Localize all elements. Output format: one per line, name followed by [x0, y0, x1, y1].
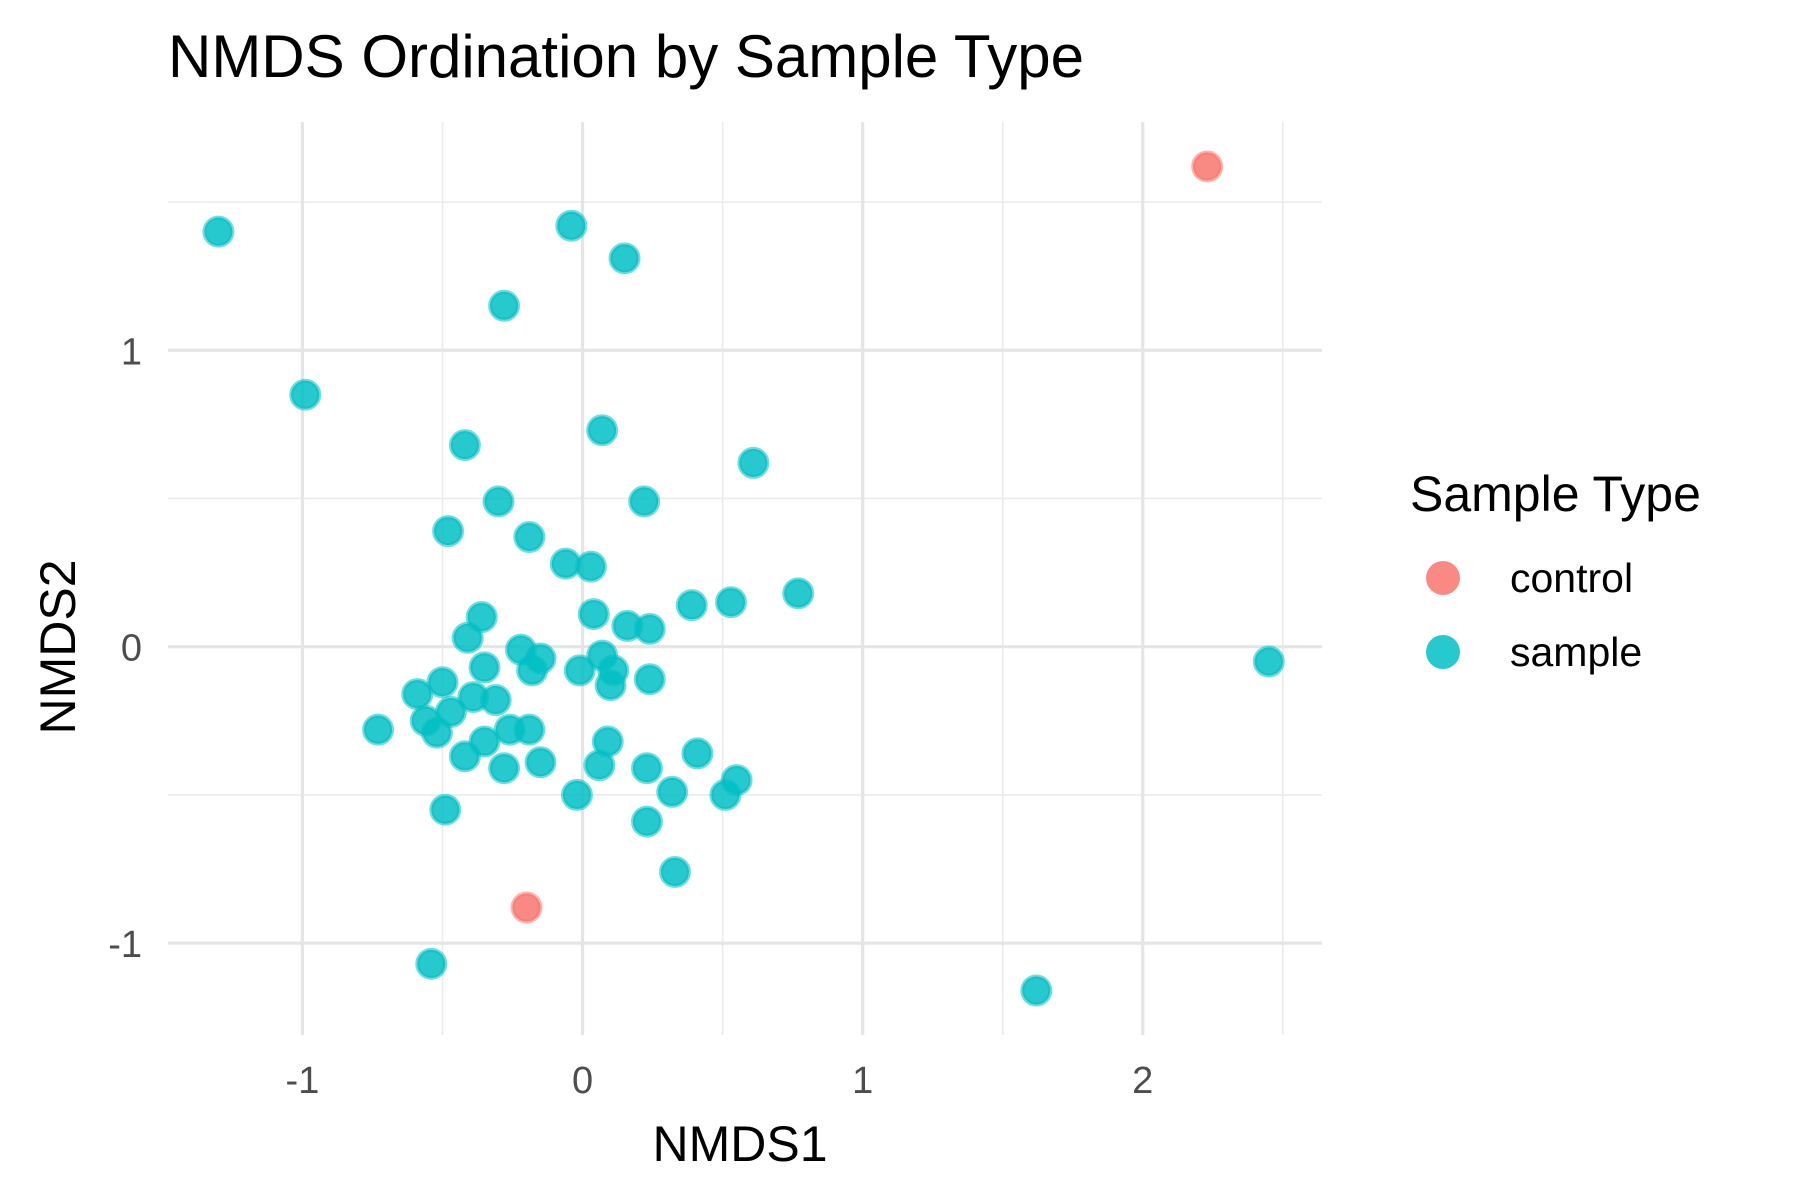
- data-point-sample: [202, 215, 235, 248]
- data-point-sample: [633, 612, 666, 645]
- x-tick-label: 1: [852, 1060, 873, 1102]
- grid-lines: [168, 122, 1322, 1035]
- data-point-sample: [709, 778, 742, 811]
- data-point-sample: [524, 746, 557, 779]
- x-tick-label: 2: [1132, 1060, 1153, 1102]
- legend-item-control: control: [1410, 541, 1701, 615]
- x-tick-label: -1: [286, 1060, 320, 1102]
- data-point-sample: [488, 289, 521, 322]
- data-point-sample: [555, 209, 588, 242]
- data-point-sample: [630, 752, 663, 785]
- data-point-sample: [420, 716, 453, 749]
- y-tick-label: -1: [108, 924, 142, 966]
- data-point-sample: [1020, 974, 1053, 1007]
- legend-key-sample: [1426, 635, 1460, 669]
- data-point-sample: [737, 446, 770, 479]
- legend-label-sample: sample: [1510, 628, 1643, 675]
- data-point-sample: [451, 621, 484, 654]
- data-point-sample: [488, 752, 521, 785]
- x-tick-label: 0: [572, 1060, 593, 1102]
- data-point-sample: [415, 947, 448, 980]
- data-point-sample: [563, 654, 596, 687]
- data-point-sample: [633, 663, 666, 696]
- data-point-sample: [513, 713, 546, 746]
- data-points: [202, 150, 1285, 1007]
- data-point-sample: [577, 598, 610, 631]
- data-point-control: [510, 891, 543, 924]
- data-point-sample: [782, 577, 815, 610]
- legend-label-control: control: [1510, 554, 1634, 601]
- data-point-sample: [681, 737, 714, 770]
- data-point-sample: [432, 515, 465, 548]
- data-point-sample: [586, 414, 619, 447]
- data-point-sample: [289, 378, 322, 411]
- data-point-sample: [479, 684, 512, 717]
- y-axis-label: NMDS2: [30, 559, 86, 735]
- data-point-sample: [429, 793, 462, 826]
- legend-item-sample: sample: [1410, 615, 1701, 689]
- data-point-sample: [628, 485, 661, 518]
- data-point-sample: [658, 855, 691, 888]
- y-tick-label: 1: [121, 331, 142, 373]
- data-point-sample: [675, 589, 708, 622]
- data-point-sample: [1252, 645, 1285, 678]
- data-point-sample: [574, 550, 607, 583]
- x-axis-label: NMDS1: [652, 1116, 828, 1172]
- data-point-sample: [448, 429, 481, 462]
- y-tick-label: 0: [121, 628, 142, 670]
- data-point-sample: [401, 678, 434, 711]
- chart-title: NMDS Ordination by Sample Type: [168, 23, 1084, 90]
- tick-labels: -1 0 1 2 -1 0 1: [108, 331, 1153, 1102]
- legend-key-control: [1426, 561, 1460, 595]
- data-point-sample: [608, 242, 641, 275]
- legend-title: Sample Type: [1410, 466, 1701, 522]
- data-point-sample: [468, 651, 501, 684]
- data-point-sample: [714, 586, 747, 619]
- data-point-sample: [656, 775, 689, 808]
- data-point-sample: [513, 521, 546, 553]
- data-point-sample: [630, 805, 663, 838]
- data-point-sample: [583, 749, 616, 782]
- data-point-sample: [482, 485, 515, 518]
- data-point-sample: [516, 654, 549, 687]
- data-point-sample: [448, 740, 481, 773]
- data-point-sample: [594, 669, 627, 702]
- data-point-sample: [362, 713, 395, 746]
- data-point-sample: [426, 666, 459, 699]
- data-point-control: [1191, 150, 1224, 183]
- data-point-sample: [560, 778, 593, 811]
- legend: Sample Type control sample: [1410, 465, 1701, 689]
